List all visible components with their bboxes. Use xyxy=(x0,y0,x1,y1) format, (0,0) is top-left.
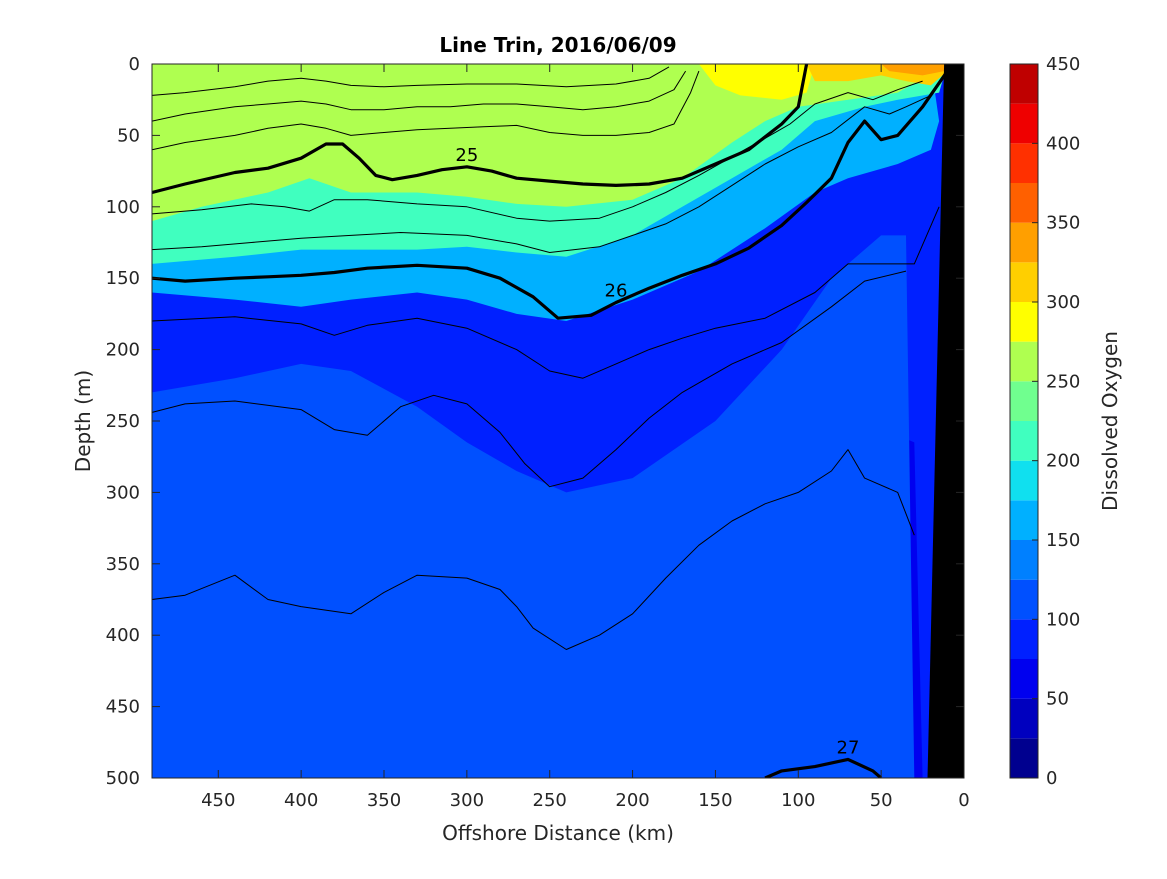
y-tick-label: 300 xyxy=(106,482,140,503)
y-tick-label: 350 xyxy=(106,554,140,575)
colorbar-segment xyxy=(1010,262,1038,302)
oxygen-region xyxy=(698,64,815,100)
colorbar-segment xyxy=(1010,698,1038,739)
density-contour xyxy=(152,70,687,122)
density-contours: 25 26 27 xyxy=(152,64,949,778)
y-tick-label: 100 xyxy=(106,197,140,218)
x-tick-label: 450 xyxy=(201,790,235,811)
colorbar-segment xyxy=(1010,738,1038,778)
density-contour xyxy=(152,64,809,195)
colorbar-segment xyxy=(1010,222,1038,263)
colorbar-segment xyxy=(1010,500,1038,540)
y-tick-label: 250 xyxy=(106,411,140,432)
colorbar-tick-label: 50 xyxy=(1046,689,1069,710)
colorbar-segment xyxy=(1010,421,1038,461)
colorbar-tick-label: 450 xyxy=(1046,54,1080,75)
x-tick-label: 200 xyxy=(615,790,649,811)
y-tick-label: 50 xyxy=(117,125,140,146)
colorbar-segment xyxy=(1010,64,1038,104)
contour-label: 27 xyxy=(837,737,860,758)
colorbar: 0 50 100 150 200 250 300 350 400 450 xyxy=(1009,54,1080,789)
colorbar-segment xyxy=(1010,659,1038,699)
oxygen-region xyxy=(881,64,945,76)
y-axis: 0 50 100 150 200 250 300 350 400 450 500 xyxy=(106,54,964,789)
x-tick-label: 100 xyxy=(781,790,815,811)
contour-label: 25 xyxy=(455,145,478,166)
oxygen-fill xyxy=(152,64,964,778)
x-tick-label: 50 xyxy=(870,790,893,811)
bathymetry-shape xyxy=(927,64,964,778)
y-axis-label: Depth (m) xyxy=(71,370,95,472)
x-tick-label: 150 xyxy=(698,790,732,811)
colorbar-tick-label: 350 xyxy=(1046,213,1080,234)
colorbar-tick-label: 100 xyxy=(1046,609,1080,630)
colorbar-segment xyxy=(1010,540,1038,580)
y-tick-label: 150 xyxy=(106,268,140,289)
y-tick-label: 500 xyxy=(106,768,140,789)
chart-title: Line Trin, 2016/06/09 xyxy=(439,33,676,57)
contour-label: 26 xyxy=(605,280,628,301)
colorbar-tick-label: 250 xyxy=(1046,371,1080,392)
colorbar-segment xyxy=(1010,143,1038,183)
y-tick-label: 400 xyxy=(106,625,140,646)
y-tick-label: 0 xyxy=(129,54,140,75)
oxygen-region xyxy=(152,235,915,778)
colorbar-segment xyxy=(1010,341,1038,382)
density-contour xyxy=(152,70,700,151)
density-contour xyxy=(152,80,923,222)
density-contour xyxy=(152,94,932,253)
density-contour xyxy=(152,206,940,379)
colorbar-tick-label: 300 xyxy=(1046,292,1080,313)
x-tick-label: 0 xyxy=(958,790,969,811)
oxygen-region xyxy=(152,64,948,222)
colorbar-segment xyxy=(1010,381,1038,421)
colorbar-segment xyxy=(1010,183,1038,223)
x-axis-label: Offshore Distance (km) xyxy=(442,821,674,845)
colorbar-segment xyxy=(1010,579,1038,620)
density-contour xyxy=(152,70,949,320)
x-tick-label: 350 xyxy=(367,790,401,811)
colorbar-tick-label: 400 xyxy=(1046,133,1080,154)
x-tick-label: 250 xyxy=(533,790,567,811)
y-tick-label: 450 xyxy=(106,697,140,718)
colorbar-frame xyxy=(1009,63,1039,779)
x-axis: 450 400 350 300 250 200 150 100 50 0 xyxy=(201,64,970,811)
y-tick-label: 200 xyxy=(106,340,140,361)
bathymetry xyxy=(927,64,964,778)
density-contour xyxy=(152,270,907,488)
colorbar-tick-label: 200 xyxy=(1046,451,1080,472)
density-contour xyxy=(764,757,883,778)
colorbar-segment xyxy=(1010,103,1038,144)
colorbar-tick-label: 150 xyxy=(1046,530,1080,551)
colorbar-segment xyxy=(1010,619,1038,659)
colorbar-tick-label: 0 xyxy=(1046,768,1057,789)
colorbar-segment xyxy=(1010,302,1038,342)
colorbar-segment xyxy=(1010,460,1038,501)
x-tick-label: 400 xyxy=(284,790,318,811)
density-contour xyxy=(152,66,670,96)
x-tick-label: 300 xyxy=(450,790,484,811)
density-contour xyxy=(152,449,915,650)
colorbar-label: Dissolved Oxygen xyxy=(1098,331,1122,511)
